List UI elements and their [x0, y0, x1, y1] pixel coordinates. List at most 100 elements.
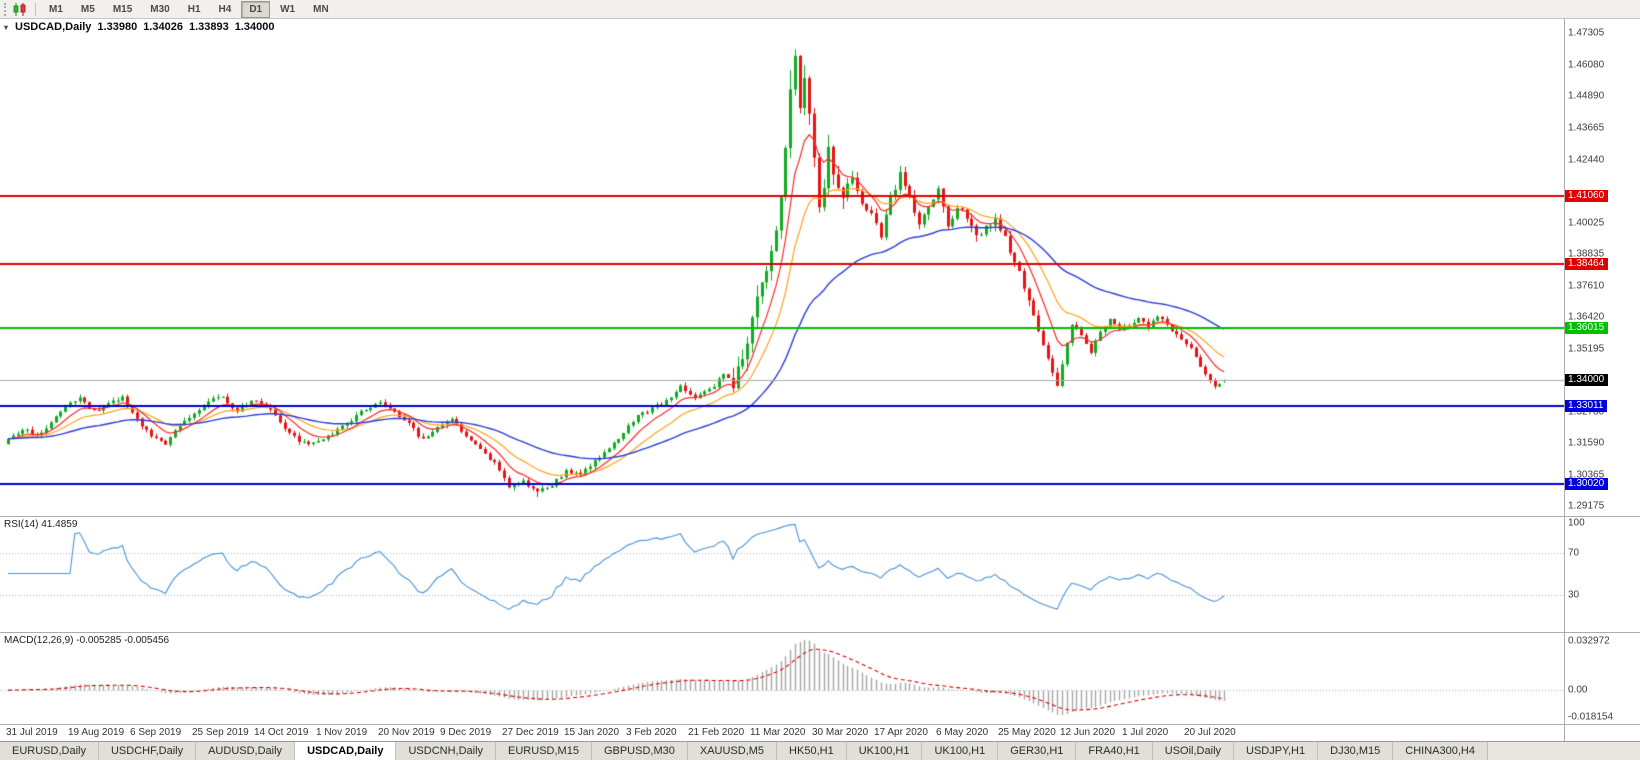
date-label: 11 Mar 2020 [749, 727, 806, 738]
macd-label: MACD(12,26,9) -0.005285 -0.005456 [4, 635, 170, 646]
price-tick: 1.36420 [1568, 311, 1605, 323]
date-label: 1 Nov 2019 [315, 727, 368, 738]
timeframe-button-d1[interactable]: D1 [241, 0, 271, 18]
price-tick: 1.30365 [1568, 469, 1605, 481]
timeframe-button-m30[interactable]: M30 [150, 3, 170, 15]
rsi-canvas[interactable] [0, 517, 1564, 632]
date-label: 30 Mar 2020 [811, 727, 869, 738]
chart-tab-3-usdcad-daily[interactable]: USDCAD,Daily [295, 742, 397, 760]
date-label: 20 Nov 2019 [377, 727, 435, 738]
price-tick: 1.46080 [1568, 59, 1605, 71]
date-label: 1 Jul 2020 [1121, 727, 1169, 738]
rsi-tick: 30 [1568, 589, 1580, 600]
date-label: 17 Apr 2020 [873, 727, 928, 738]
date-label: 14 Oct 2019 [253, 727, 309, 738]
chart-tab-15-dj30-m15[interactable]: DJ30,M15 [1318, 742, 1394, 760]
price-level-label: 1.41060 [1565, 189, 1609, 202]
macd-canvas[interactable] [0, 633, 1564, 724]
macd-tick-top: 0.032972 [1568, 635, 1610, 647]
candlestick-chart-icon[interactable] [12, 2, 28, 16]
date-label: 15 Jan 2020 [563, 727, 620, 738]
chart-tab-6-gbpusd-m30[interactable]: GBPUSD,M30 [591, 742, 688, 760]
chart-tab-7-xauusd-m5[interactable]: XAUUSD,M5 [687, 742, 778, 760]
price-tick: 1.40025 [1568, 217, 1605, 229]
date-label: 25 Sep 2019 [191, 727, 249, 738]
price-tick: 1.42440 [1568, 154, 1605, 166]
chart-ohlc-title: ▾ USDCAD,Daily 1.33980 1.34026 1.33893 1… [4, 21, 274, 33]
time-axis[interactable]: 31 Jul 2019 19 Aug 2019 6 Sep 2019 25 Sep 2… [0, 725, 1564, 741]
chart-tab-14-usdjpy-h1[interactable]: USDJPY,H1 [1234, 742, 1319, 760]
timeframe-button-h1[interactable]: H1 [187, 3, 201, 15]
price-scale[interactable]: 1.47305 1.46080 1.44890 1.43665 1.42440 1.400… [1564, 19, 1640, 516]
rsi-panel: RSI(14) 41.4859 100 70 30 [0, 516, 1640, 632]
price-tick: 1.35195 [1568, 343, 1605, 355]
timeframe-button-m1[interactable]: M1 [49, 3, 63, 15]
chart-tab-12-fra40-h1[interactable]: FRA40,H1 [1076, 742, 1153, 760]
macd-plot: MACD(12,26,9) -0.005285 -0.005456 [0, 633, 1564, 724]
current-price-label: 1.34000 [1565, 374, 1609, 387]
chart-tab-13-usoil-daily[interactable]: USOil,Daily [1152, 742, 1235, 760]
chart-low-value: 1.33893 [188, 21, 229, 33]
chart-tabs: EURUSD,Daily USDCHF,Daily AUDUSD,Daily USDC… [0, 741, 1640, 760]
price-tick: 1.29175 [1568, 500, 1605, 512]
date-label: 9 Dec 2019 [439, 727, 492, 738]
chart-close-value: 1.34000 [234, 21, 275, 33]
date-label: 25 May 2020 [997, 727, 1056, 738]
toolbar-grip[interactable] [4, 2, 8, 16]
time-axis-row: 31 Jul 2019 19 Aug 2019 6 Sep 2019 25 Sep 2… [0, 724, 1640, 741]
macd-panel: MACD(12,26,9) -0.005285 -0.005456 0.0329… [0, 632, 1640, 724]
date-label: 20 Jul 2020 [1183, 727, 1236, 738]
axis-corner [1564, 725, 1640, 741]
timeframe-button-m15[interactable]: M15 [112, 3, 133, 15]
price-tick: 1.32780 [1568, 406, 1605, 418]
rsi-tick: 100 [1568, 517, 1585, 529]
date-label: 21 Feb 2020 [687, 727, 745, 738]
price-tick: 1.47305 [1568, 27, 1605, 39]
timeframe-button-mn[interactable]: MN [313, 3, 329, 15]
rsi-scale[interactable]: 100 70 30 [1564, 517, 1640, 632]
chart-toolbar: M1 M5 M15 M30 H1 H4 D1 W1 MN [0, 0, 1640, 19]
main-chart-panel: ▾ USDCAD,Daily 1.33980 1.34026 1.33893 1… [0, 19, 1640, 516]
chart-tab-1-usdchf-daily[interactable]: USDCHF,Daily [98, 742, 197, 760]
chart-tab-0-eurusd-daily[interactable]: EURUSD,Daily [0, 742, 99, 760]
chart-tab-4-usdcnh-daily[interactable]: USDCNH,Daily [396, 742, 497, 760]
timeframe-button-m5[interactable]: M5 [80, 3, 95, 15]
price-tick: 1.31590 [1568, 437, 1605, 449]
chart-tab-5-eurusd-m15[interactable]: EURUSD,M15 [496, 742, 592, 760]
chart-tab-10-uk100-h1[interactable]: UK100,H1 [922, 742, 999, 760]
chart-symbol-period: USDCAD,Daily [15, 21, 92, 33]
price-level-label: 1.33011 [1565, 399, 1608, 412]
macd-tick-bottom: -0.018154 [1568, 711, 1614, 723]
rsi-plot: RSI(14) 41.4859 [0, 517, 1564, 632]
price-tick: 1.38835 [1568, 248, 1605, 260]
date-label: 12 Jun 2020 [1059, 727, 1116, 738]
timeframe-button-w1[interactable]: W1 [280, 3, 296, 15]
chart-tab-2-audusd-daily[interactable]: AUDUSD,Daily [196, 742, 296, 760]
macd-scale[interactable]: 0.032972 0.00 -0.018154 [1564, 633, 1640, 724]
price-tick: 1.44890 [1568, 90, 1605, 102]
date-label: 19 Aug 2019 [67, 727, 125, 738]
price-level-label: 1.36015 [1565, 321, 1609, 334]
price-tick: 1.43665 [1568, 122, 1605, 134]
date-label: 6 Sep 2019 [129, 727, 182, 738]
main-chart-canvas[interactable] [0, 19, 1564, 516]
chart-tab-16-china300-h4[interactable]: CHINA300,H4 [1393, 742, 1488, 760]
date-label: 31 Jul 2019 [6, 727, 58, 738]
chart-tab-9-uk100-h1[interactable]: UK100,H1 [846, 742, 923, 760]
timeframe-button-h4[interactable]: H4 [218, 3, 232, 15]
chart-open-value: 1.33980 [97, 21, 138, 33]
main-chart-plot: ▾ USDCAD,Daily 1.33980 1.34026 1.33893 1… [0, 19, 1564, 516]
rsi-label: RSI(14) 41.4859 [4, 519, 78, 530]
date-label: 6 May 2020 [935, 727, 989, 738]
toolbar-separator [35, 2, 36, 16]
price-level-label: 1.38464 [1565, 257, 1609, 270]
chart-tab-11-ger30-h1[interactable]: GER30,H1 [998, 742, 1077, 760]
price-tick: 1.37610 [1568, 280, 1605, 292]
chart-tab-8-hk50-h1[interactable]: HK50,H1 [777, 742, 847, 760]
one-click-trading-arrow-icon[interactable]: ▾ [4, 22, 9, 32]
date-label: 27 Dec 2019 [501, 727, 559, 738]
date-label: 3 Feb 2020 [625, 727, 677, 738]
chart-high-value: 1.34026 [143, 21, 183, 33]
macd-tick-zero: 0.00 [1568, 684, 1588, 696]
